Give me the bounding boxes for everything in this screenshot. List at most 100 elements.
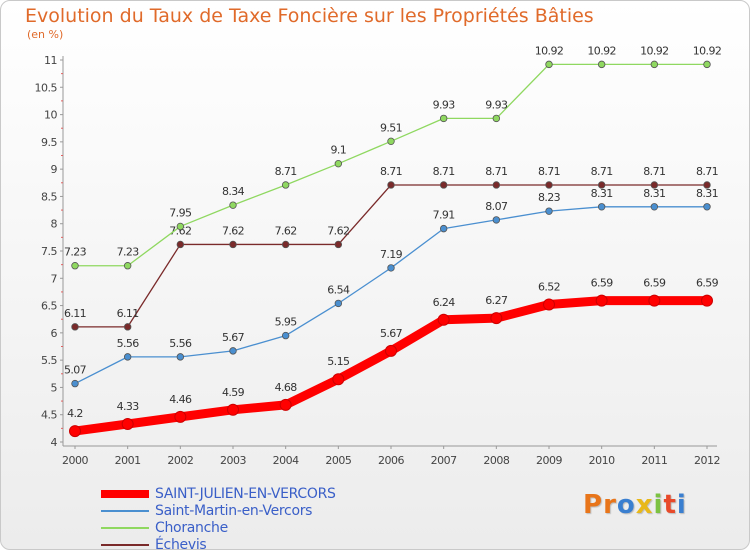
- data-point: [545, 181, 553, 189]
- data-label: 5.56: [169, 337, 192, 350]
- data-point: [648, 294, 661, 307]
- data-point: [595, 294, 608, 307]
- data-label: 5.07: [64, 364, 87, 377]
- data-label: 6.59: [643, 277, 666, 290]
- legend-label: SAINT-JULIEN-EN-VERCORS: [155, 485, 336, 502]
- data-label: 7.62: [169, 224, 191, 237]
- legend-item: Échevis: [101, 536, 336, 550]
- y-tick-label: 4.5: [41, 409, 57, 422]
- data-point: [597, 203, 606, 211]
- data-point: [71, 323, 79, 331]
- data-point: [71, 262, 79, 270]
- data-label: 8.07: [485, 200, 508, 213]
- x-tick-label: 2000: [62, 454, 88, 467]
- data-label: 9.93: [433, 98, 456, 111]
- data-label: 8.31: [696, 187, 718, 200]
- data-label: 4.59: [222, 386, 245, 399]
- data-point: [492, 216, 501, 224]
- data-point: [439, 114, 448, 123]
- legend-item: Choranche: [101, 519, 336, 536]
- x-tick-label: 2011: [641, 454, 667, 467]
- data-point: [121, 417, 134, 430]
- data-point: [492, 114, 501, 123]
- legend-label: Saint-Martin-en-Vercors: [155, 502, 313, 519]
- x-tick-label: 2010: [589, 454, 615, 467]
- data-label: 7.19: [380, 248, 403, 261]
- y-tick-label: 6: [51, 327, 58, 340]
- x-tick-label: 2003: [220, 454, 246, 467]
- data-label: 8.31: [643, 187, 665, 200]
- data-label: 6.27: [485, 294, 508, 307]
- data-point: [281, 240, 290, 249]
- y-tick-label: 8: [51, 218, 58, 231]
- legend-swatch: [101, 509, 149, 512]
- data-label: 5.15: [327, 355, 350, 368]
- data-label: 4.46: [169, 393, 192, 406]
- data-point: [545, 207, 553, 215]
- data-label: 7.23: [117, 246, 140, 259]
- x-tick-label: 2006: [378, 454, 404, 467]
- data-label: 4.2: [67, 407, 83, 420]
- legend-swatch: [101, 526, 149, 529]
- data-label: 7.91: [433, 209, 455, 222]
- chart-subtitle: (en %): [27, 28, 64, 41]
- y-tick-label: 7: [51, 272, 58, 285]
- proxiti-logo: Proxiti: [583, 490, 687, 520]
- data-label: 8.71: [591, 165, 613, 178]
- y-tick-label: 9.5: [41, 136, 57, 149]
- y-tick-label: 7.5: [41, 245, 57, 258]
- y-tick-label: 10: [44, 109, 57, 122]
- data-label: 9.1: [330, 144, 346, 157]
- data-label: 8.71: [485, 165, 507, 178]
- legend-label: Échevis: [155, 536, 207, 550]
- y-tick-label: 5.5: [41, 354, 57, 367]
- data-point: [176, 240, 185, 249]
- data-point: [597, 181, 606, 189]
- data-point: [123, 323, 132, 331]
- data-point: [703, 203, 711, 211]
- x-tick-label: 2008: [483, 454, 509, 467]
- y-tick-label: 6.5: [41, 300, 57, 313]
- data-label: 6.59: [696, 277, 719, 290]
- data-point: [439, 181, 448, 189]
- data-point: [281, 181, 290, 189]
- data-label: 6.11: [117, 307, 139, 320]
- data-point: [387, 181, 395, 189]
- data-label: 8.71: [538, 165, 560, 178]
- data-point: [492, 181, 501, 189]
- data-label: 8.71: [433, 165, 455, 178]
- x-tick-label: 2012: [694, 454, 720, 467]
- legend-swatch: [101, 543, 149, 546]
- data-point: [334, 299, 343, 308]
- data-label: 8.71: [380, 165, 402, 178]
- data-point: [701, 294, 713, 307]
- data-point: [387, 264, 395, 272]
- data-point: [229, 201, 237, 209]
- data-label: 6.11: [64, 307, 86, 320]
- data-point: [597, 60, 606, 69]
- data-label: 8.34: [222, 185, 245, 198]
- data-point: [437, 313, 450, 326]
- data-label: 8.71: [696, 165, 718, 178]
- data-point: [543, 298, 555, 311]
- data-point: [334, 159, 343, 168]
- data-point: [229, 347, 237, 355]
- data-point: [227, 403, 239, 416]
- data-point: [334, 240, 343, 249]
- x-tick-label: 2002: [167, 454, 193, 467]
- data-point: [174, 410, 187, 423]
- data-label: 7.23: [64, 246, 87, 259]
- data-label: 5.56: [117, 337, 140, 350]
- data-point: [650, 60, 659, 69]
- legend-label: Choranche: [155, 519, 228, 536]
- legend-swatch: [101, 489, 149, 498]
- data-label: 10.92: [535, 44, 564, 57]
- data-label: 5.67: [222, 331, 245, 344]
- x-tick-label: 2007: [431, 454, 457, 467]
- y-tick-label: 11: [44, 54, 57, 67]
- y-tick-label: 9: [51, 163, 58, 176]
- data-label: 7.62: [222, 224, 244, 237]
- data-point: [279, 398, 292, 411]
- x-tick-label: 2009: [536, 454, 562, 467]
